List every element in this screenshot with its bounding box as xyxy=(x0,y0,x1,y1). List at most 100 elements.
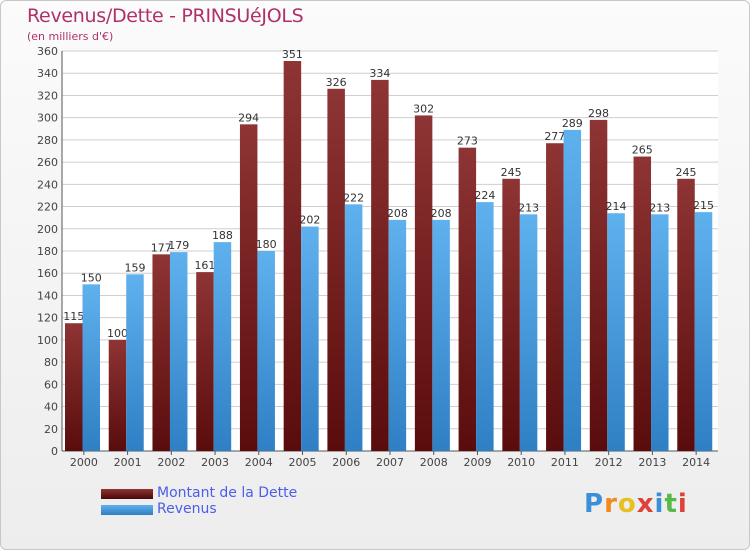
data-label-revenue: 208 xyxy=(431,207,452,220)
bar-revenue xyxy=(388,219,407,451)
legend-swatch-debt xyxy=(101,489,153,499)
bar-debt xyxy=(546,143,564,451)
bar-revenue xyxy=(257,251,275,451)
bar-debt xyxy=(458,147,477,451)
y-tick-label: 280 xyxy=(37,134,58,147)
y-tick-label: 340 xyxy=(37,67,58,80)
x-tick-label: 2002 xyxy=(157,456,185,469)
data-label-revenue: 202 xyxy=(299,214,320,227)
data-label-revenue: 188 xyxy=(212,229,233,242)
y-tick-label: 100 xyxy=(37,334,58,347)
x-tick-label: 2013 xyxy=(638,456,666,469)
bar-debt xyxy=(502,178,520,451)
chart-title: Revenus/Dette - PRINSUéJOLS xyxy=(27,5,304,27)
bar-revenue xyxy=(432,219,450,451)
bar-revenue xyxy=(344,204,363,451)
data-label-debt: 265 xyxy=(632,144,653,157)
y-tick-label: 260 xyxy=(37,156,58,169)
x-tick-label: 2004 xyxy=(245,456,273,469)
data-label-debt: 245 xyxy=(676,166,697,179)
logo-letter: t xyxy=(664,489,678,519)
bar-debt xyxy=(371,79,389,451)
y-tick-label: 80 xyxy=(44,356,58,369)
data-label-debt: 302 xyxy=(413,102,434,115)
y-tick-label: 300 xyxy=(37,112,58,125)
y-tick-label: 200 xyxy=(37,223,58,236)
bar-revenue xyxy=(476,202,494,451)
logo-letter: P xyxy=(584,489,605,519)
data-label-debt: 326 xyxy=(326,76,347,89)
data-label-revenue: 224 xyxy=(474,189,495,202)
bar-revenue xyxy=(519,214,538,451)
logo-letter: i xyxy=(677,489,688,519)
data-label-debt: 334 xyxy=(369,67,390,80)
data-label-debt: 298 xyxy=(588,107,609,120)
logo-letter: x xyxy=(636,489,655,519)
x-tick-label: 2014 xyxy=(682,456,710,469)
x-tick-label: 2012 xyxy=(595,456,623,469)
bar-revenue xyxy=(82,284,100,451)
bar-revenue xyxy=(213,242,232,451)
data-label-debt: 273 xyxy=(457,135,478,148)
data-label-revenue: 214 xyxy=(606,200,627,213)
bar-debt xyxy=(589,119,608,451)
data-label-revenue: 289 xyxy=(562,117,583,130)
y-tick-label: 220 xyxy=(37,201,58,214)
bar-debt xyxy=(196,272,214,451)
bar-debt xyxy=(239,124,258,451)
data-label-debt: 245 xyxy=(501,166,522,179)
data-label-debt: 294 xyxy=(238,111,259,124)
data-label-revenue: 222 xyxy=(343,191,364,204)
y-tick-label: 180 xyxy=(37,245,58,258)
y-tick-label: 140 xyxy=(37,289,58,302)
bar-revenue xyxy=(169,252,188,451)
data-label-revenue: 213 xyxy=(649,201,670,214)
bar-revenue xyxy=(563,129,582,451)
x-tick-label: 2001 xyxy=(114,456,142,469)
data-label-revenue: 179 xyxy=(168,239,189,252)
y-tick-label: 320 xyxy=(37,89,58,102)
y-tick-label: 40 xyxy=(44,401,58,414)
x-tick-label: 2008 xyxy=(420,456,448,469)
x-tick-label: 2007 xyxy=(376,456,404,469)
y-tick-label: 120 xyxy=(37,312,58,325)
legend-swatch-revenue xyxy=(101,505,153,515)
proxiti-logo: Proxiti xyxy=(584,489,688,519)
data-label-revenue: 215 xyxy=(693,199,714,212)
x-tick-label: 2005 xyxy=(289,456,317,469)
y-tick-label: 160 xyxy=(37,267,58,280)
bar-revenue xyxy=(126,274,144,451)
bar-debt xyxy=(414,115,433,451)
x-tick-label: 2010 xyxy=(507,456,535,469)
x-tick-label: 2006 xyxy=(332,456,360,469)
x-tick-label: 2000 xyxy=(70,456,98,469)
logo-letter: i xyxy=(654,489,665,519)
legend-label-debt: Montant de la Dette xyxy=(157,485,298,501)
data-label-revenue: 208 xyxy=(387,207,408,220)
chart-subtitle: (en milliers d'€) xyxy=(27,30,114,43)
data-label-debt: 277 xyxy=(544,130,565,143)
y-tick-label: 240 xyxy=(37,178,58,191)
data-label-debt: 115 xyxy=(63,310,84,323)
data-label-revenue: 150 xyxy=(81,271,102,284)
y-tick-label: 20 xyxy=(44,423,58,436)
bar-debt xyxy=(283,61,302,451)
bar-debt xyxy=(677,178,695,451)
logo-letter: r xyxy=(604,489,618,519)
data-label-revenue: 159 xyxy=(124,261,145,274)
bar-revenue xyxy=(301,226,319,451)
y-tick-label: 60 xyxy=(44,378,58,391)
data-label-revenue: 180 xyxy=(256,238,277,251)
bar-revenue xyxy=(651,214,669,451)
data-label-debt: 161 xyxy=(194,259,215,272)
data-label-debt: 100 xyxy=(107,327,128,340)
y-tick-label: 360 xyxy=(37,45,58,58)
bar-debt xyxy=(327,88,345,452)
y-tick-label: 0 xyxy=(51,445,58,458)
bar-debt xyxy=(633,156,652,452)
data-label-debt: 351 xyxy=(282,48,303,61)
logo-letter: o xyxy=(617,489,637,519)
bar-debt xyxy=(108,339,127,451)
x-tick-label: 2003 xyxy=(201,456,229,469)
